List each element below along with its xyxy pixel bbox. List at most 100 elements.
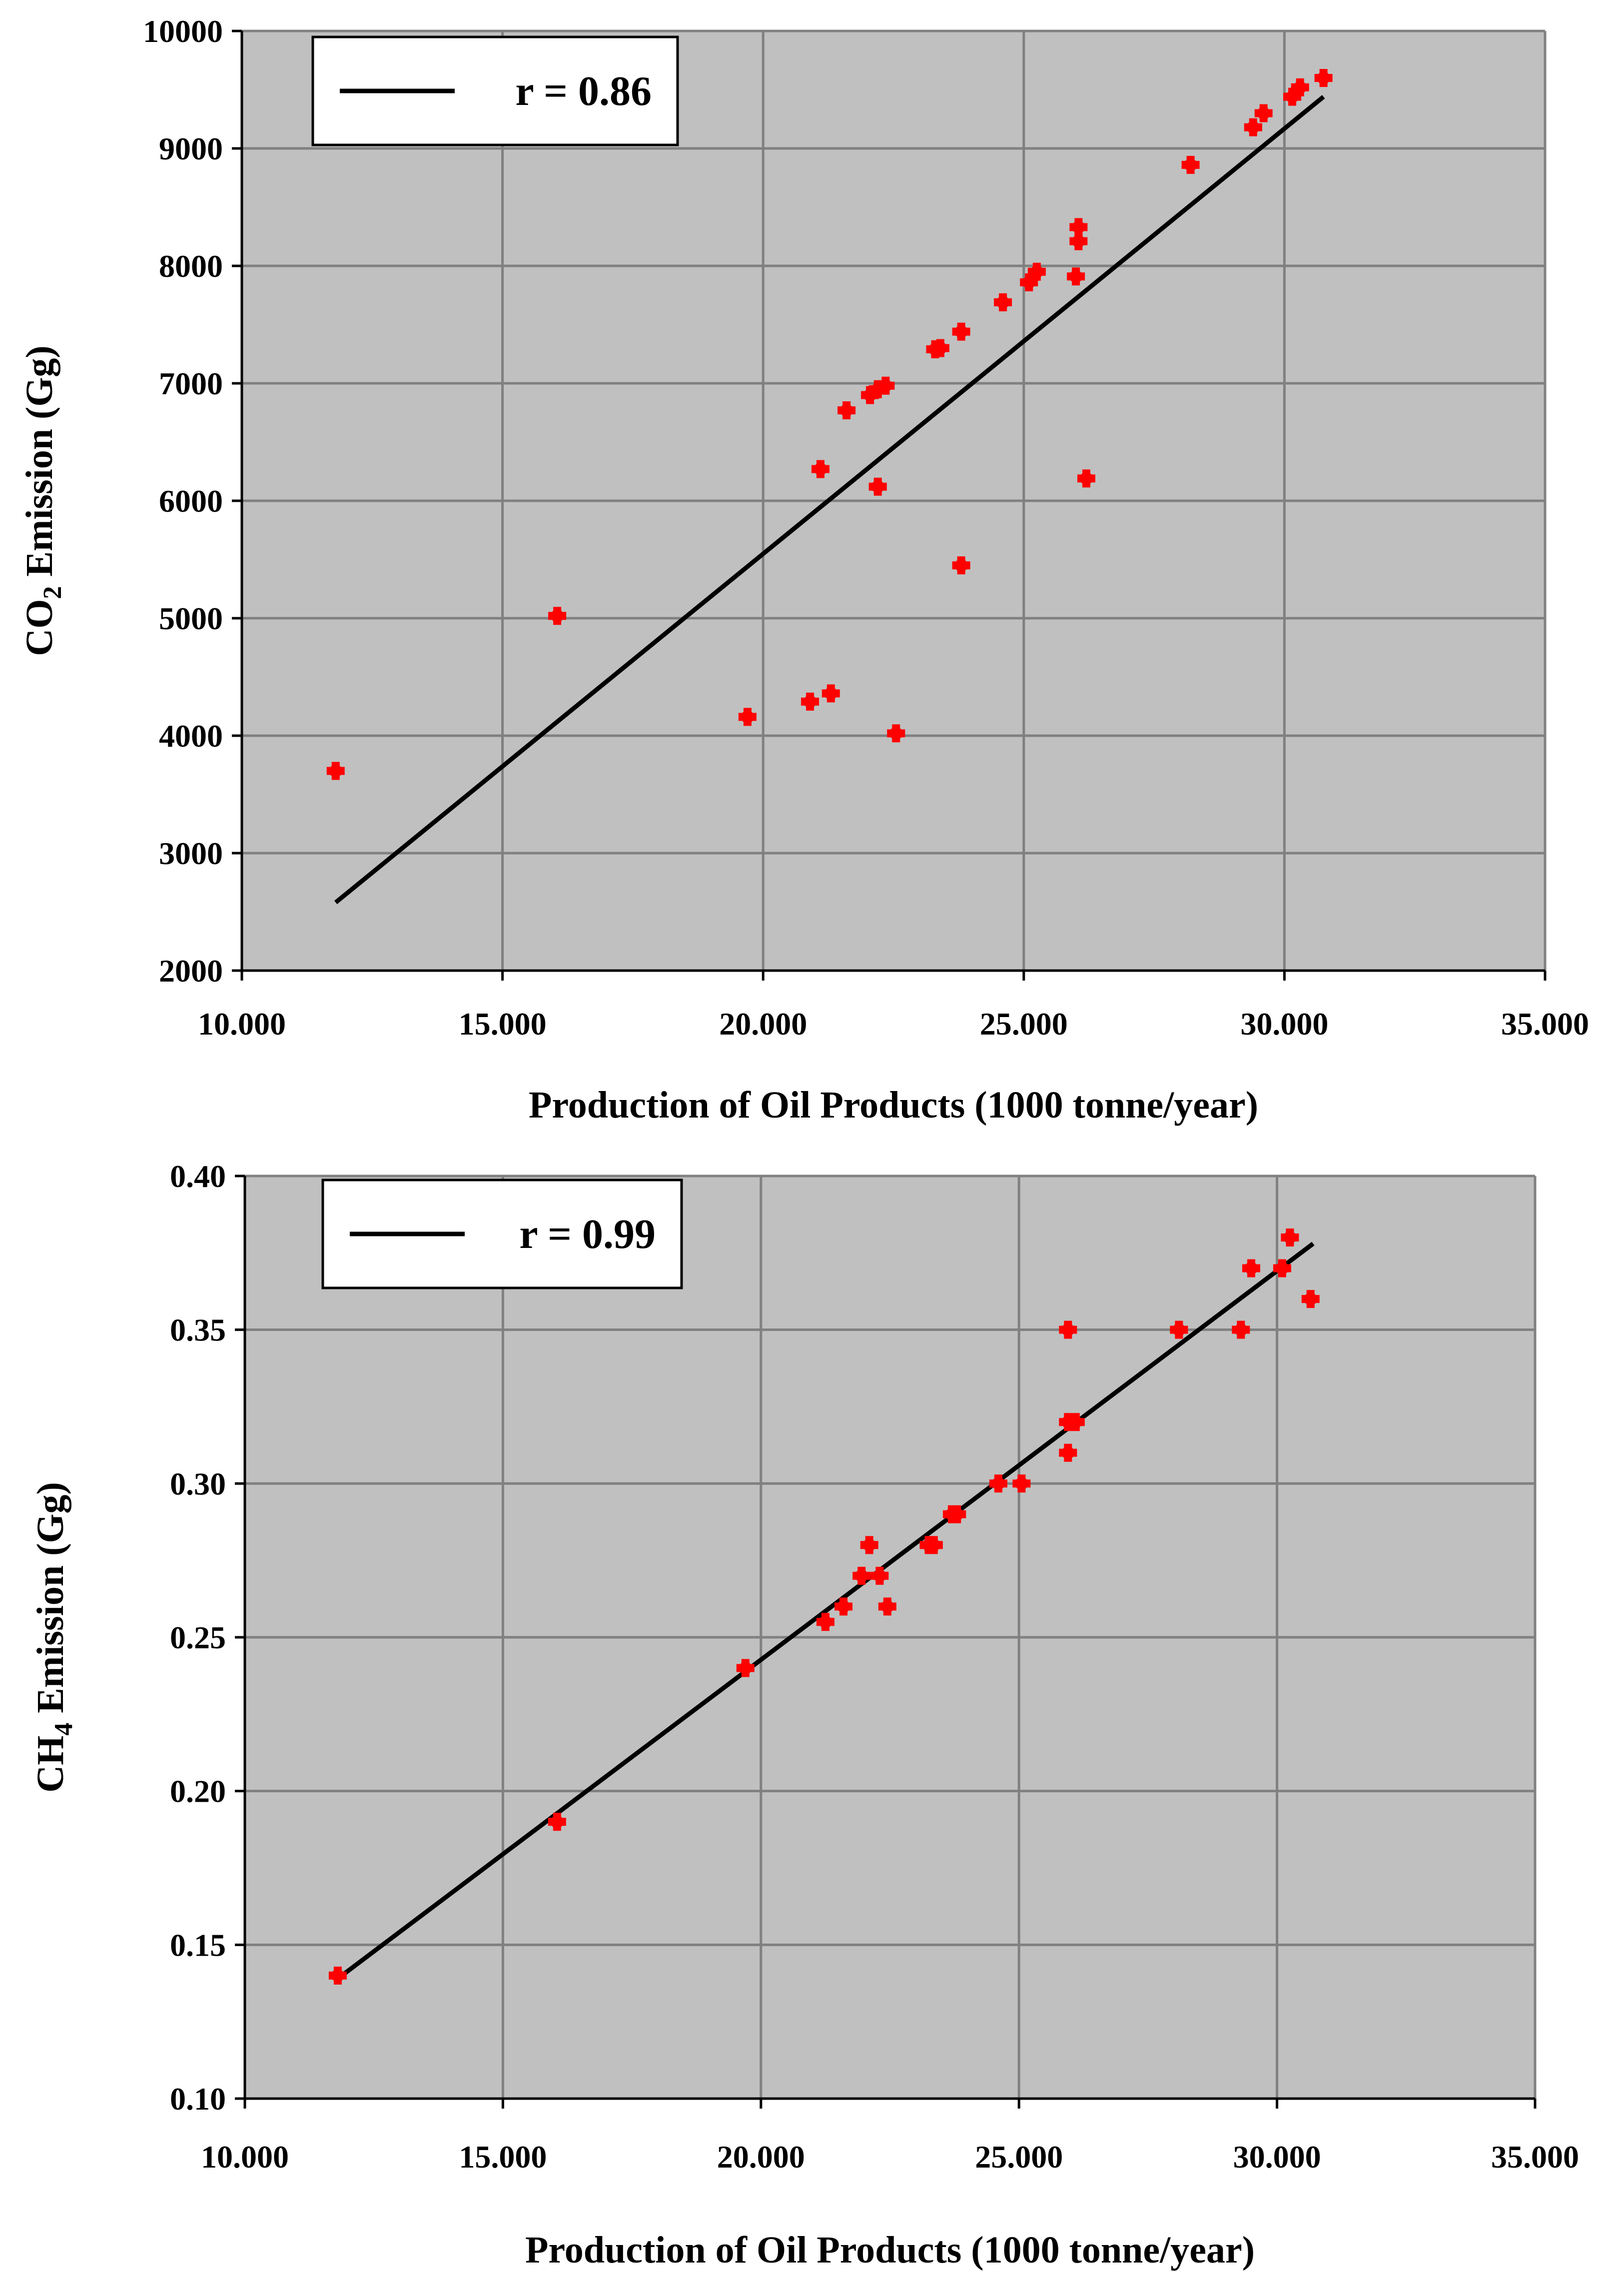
- y-tick-label: 4000: [159, 718, 223, 754]
- data-point: [1012, 1474, 1031, 1493]
- data-point-core: [551, 609, 564, 623]
- data-point-core: [950, 1507, 964, 1521]
- data-point-core: [1317, 71, 1330, 84]
- y-tick-label: 0.20: [170, 1774, 226, 1809]
- data-point: [924, 1536, 943, 1554]
- y-axis-title-rest: Emission (Gg): [29, 1482, 71, 1722]
- data-point: [1077, 469, 1095, 488]
- data-point: [1170, 1320, 1188, 1339]
- data-point: [1020, 273, 1038, 291]
- data-point-core: [927, 1538, 940, 1552]
- data-point-core: [813, 462, 827, 476]
- data-point-core: [818, 1615, 832, 1629]
- data-point-core: [741, 710, 754, 724]
- data-point: [860, 1536, 878, 1554]
- x-axis-title: Production of Oil Products (1000 tonne/y…: [525, 2229, 1255, 2271]
- data-point: [878, 1597, 896, 1616]
- data-point: [948, 1505, 966, 1523]
- data-point-core: [1184, 158, 1197, 171]
- data-point: [548, 1813, 566, 1831]
- x-tick-label: 25.000: [975, 2139, 1063, 2175]
- data-point: [821, 684, 840, 703]
- x-tick-label: 10.000: [201, 2139, 289, 2175]
- data-point-core: [329, 764, 342, 778]
- data-point-core: [879, 379, 892, 392]
- data-point: [1232, 1320, 1250, 1339]
- data-point: [738, 708, 757, 726]
- y-axis-title-subscript: 4: [49, 1723, 78, 1736]
- data-point-core: [873, 1569, 886, 1582]
- data-point: [1242, 1259, 1260, 1277]
- y-tick-label: 10000: [143, 13, 223, 49]
- data-point-core: [837, 1600, 850, 1613]
- data-point-core: [1022, 275, 1036, 289]
- y-tick-label: 5000: [159, 601, 223, 636]
- data-point-core: [880, 1600, 894, 1613]
- x-tick-label: 15.000: [459, 1006, 547, 1042]
- legend: r = 0.99: [321, 1178, 683, 1289]
- data-point: [870, 1566, 889, 1585]
- data-point: [1069, 218, 1088, 236]
- data-point-core: [862, 1538, 876, 1552]
- y-tick-label: 3000: [159, 836, 223, 871]
- data-point: [1291, 78, 1309, 96]
- data-point-core: [1283, 1231, 1297, 1244]
- data-point: [1244, 118, 1262, 136]
- data-point-core: [933, 341, 947, 355]
- data-point-core: [739, 1661, 752, 1675]
- y-tick-label: 8000: [159, 248, 223, 284]
- y-tick-label: 0.40: [170, 1158, 226, 1194]
- data-point-core: [1015, 1477, 1028, 1490]
- data-point: [834, 1597, 853, 1616]
- ch4-chart: 0.10 0.15 0.20 0.25 0.30 0.35 0.40 10.000 15.000…: [0, 1148, 1622, 2296]
- data-point: [1254, 104, 1273, 122]
- data-point-core: [1061, 1323, 1075, 1336]
- data-point-core: [991, 1477, 1005, 1490]
- data-point-core: [824, 687, 837, 700]
- data-point: [816, 1613, 834, 1631]
- data-point-core: [331, 1969, 344, 1982]
- data-point-core: [996, 295, 1010, 309]
- data-point: [952, 556, 970, 575]
- y-tick-label: 0.15: [170, 1927, 226, 1963]
- data-point: [1301, 1290, 1320, 1308]
- co2-chart-svg: 2000 3000 4000 5000 6000 7000 8000 9000 10000 10.…: [18, 13, 1589, 1126]
- x-tick-label: 35.000: [1501, 1006, 1589, 1042]
- y-axis-title: CO2 Emission (Gg): [18, 345, 67, 656]
- data-point-core: [1293, 80, 1307, 94]
- data-point-core: [1172, 1323, 1186, 1336]
- data-point: [876, 376, 895, 395]
- data-point-core: [1072, 220, 1085, 234]
- data-point-core: [804, 695, 817, 708]
- x-tick-label: 25.000: [980, 1006, 1068, 1042]
- x-tick-label: 20.000: [717, 2139, 805, 2175]
- y-tick-label: 6000: [159, 483, 223, 519]
- data-point-core: [1030, 265, 1043, 278]
- regression-line: [334, 95, 1325, 905]
- x-tick-label: 20.000: [719, 1006, 807, 1042]
- y-tick-label: 9000: [159, 131, 223, 166]
- ch4-chart-svg: 0.10 0.15 0.20 0.25 0.30 0.35 0.40 10.000 15.000…: [29, 1158, 1579, 2271]
- y-tick-label: 0.30: [170, 1466, 226, 1501]
- data-point: [328, 1966, 347, 1985]
- data-point-core: [954, 325, 968, 338]
- data-point: [1059, 1320, 1077, 1339]
- data-point-core: [1061, 1446, 1075, 1459]
- data-point: [887, 724, 905, 743]
- data-point-core: [550, 1815, 564, 1829]
- data-point-core: [954, 559, 968, 572]
- x-tick-label: 35.000: [1491, 2139, 1579, 2175]
- data-point: [952, 322, 970, 341]
- data-point: [931, 339, 949, 357]
- data-point: [1027, 262, 1046, 281]
- y-tick-label: 0.25: [170, 1620, 226, 1655]
- data-point-core: [1286, 90, 1299, 103]
- data-point: [1273, 1259, 1291, 1277]
- data-point: [1281, 1228, 1299, 1247]
- data-point: [837, 401, 856, 420]
- y-tick-label: 2000: [159, 953, 223, 989]
- data-point: [994, 293, 1012, 311]
- data-point-core: [871, 480, 884, 493]
- data-point-core: [889, 727, 903, 740]
- data-point: [326, 762, 345, 780]
